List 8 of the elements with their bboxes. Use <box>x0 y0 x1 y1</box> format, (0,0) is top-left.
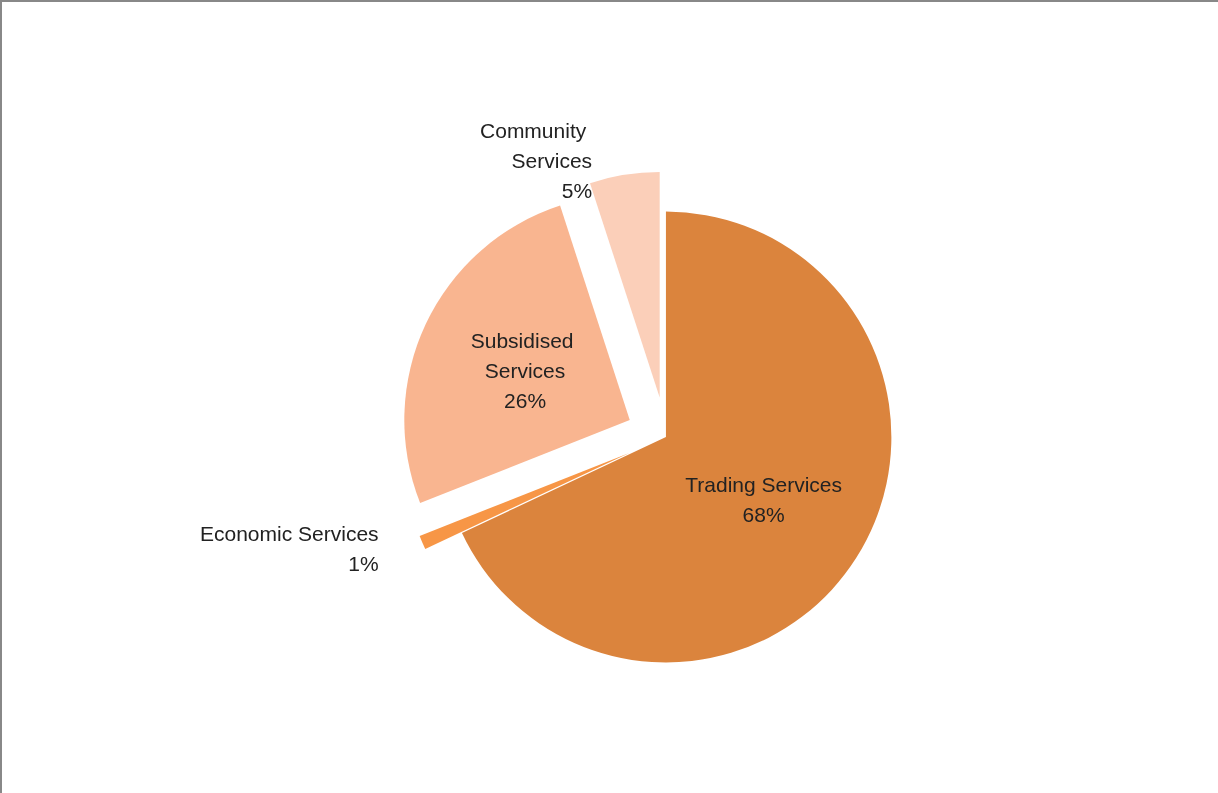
slice-label: Trading Services <box>685 472 843 496</box>
slice-label: Community Services <box>480 118 593 172</box>
slice-label: Economic Services <box>200 521 379 545</box>
data-label: 26% <box>504 389 547 413</box>
slice-label: Subsidised Services <box>470 329 580 383</box>
data-label: 1% <box>348 551 379 575</box>
data-label: 5% <box>561 178 593 202</box>
data-label: 68% <box>742 502 785 526</box>
